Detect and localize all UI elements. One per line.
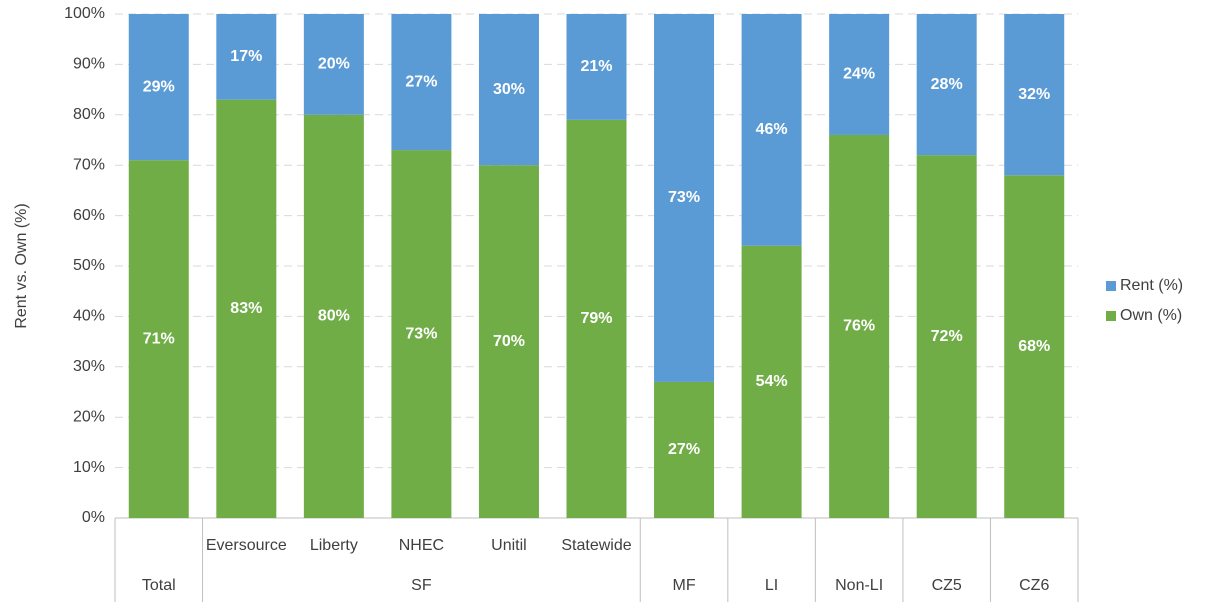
x-tick-label: Eversource xyxy=(206,537,287,554)
bar-segment xyxy=(216,99,277,519)
group-label: CZ6 xyxy=(1019,577,1049,594)
y-tick-label: 90% xyxy=(73,56,105,73)
data-label: 29% xyxy=(143,78,175,95)
x-tick-label: Liberty xyxy=(310,537,358,554)
data-label: 79% xyxy=(580,310,612,327)
x-tick-label: Statewide xyxy=(561,537,631,554)
bar-segment xyxy=(478,165,539,518)
data-label: 32% xyxy=(1018,86,1050,103)
data-label: 80% xyxy=(318,308,350,325)
data-label: 83% xyxy=(230,300,262,317)
legend-label: Own (%) xyxy=(1120,307,1182,324)
bar-segment xyxy=(478,14,539,166)
data-label: 54% xyxy=(756,373,788,390)
bar-segment xyxy=(1004,175,1065,518)
group-label: SF xyxy=(411,577,432,594)
group-label: Total xyxy=(142,577,176,594)
bar-segment xyxy=(303,14,364,115)
data-label: 46% xyxy=(756,121,788,138)
bar-segment xyxy=(566,14,627,120)
bar-segment xyxy=(566,119,627,518)
bar-segment xyxy=(128,14,189,161)
data-label: 72% xyxy=(931,328,963,345)
bar-segment xyxy=(1004,14,1065,176)
legend-swatch xyxy=(1106,281,1116,291)
bar-segment xyxy=(303,114,364,519)
data-label: 21% xyxy=(580,58,612,75)
group-label: Non-LI xyxy=(835,577,883,594)
bar-segment xyxy=(216,14,277,100)
legend-swatch xyxy=(1106,311,1116,321)
y-tick-label: 70% xyxy=(73,156,105,173)
y-tick-label: 30% xyxy=(73,358,105,375)
bar-segment xyxy=(391,150,452,518)
y-tick-label: 10% xyxy=(73,459,105,476)
data-label: 17% xyxy=(230,48,262,65)
y-tick-label: 0% xyxy=(82,509,105,526)
y-tick-label: 50% xyxy=(73,257,105,274)
legend-label: Rent (%) xyxy=(1120,277,1183,294)
data-label: 30% xyxy=(493,81,525,98)
bar-segment xyxy=(741,245,802,518)
y-tick-label: 20% xyxy=(73,408,105,425)
data-label: 71% xyxy=(143,330,175,347)
bar-segment xyxy=(128,160,189,518)
bar-segment xyxy=(829,14,890,135)
data-label: 20% xyxy=(318,56,350,73)
data-label: 27% xyxy=(668,441,700,458)
data-label: 70% xyxy=(493,333,525,350)
data-label: 68% xyxy=(1018,338,1050,355)
group-label: CZ5 xyxy=(932,577,962,594)
data-label: 24% xyxy=(843,66,875,83)
bar-segment xyxy=(741,14,802,246)
y-tick-label: 40% xyxy=(73,308,105,325)
data-label: 76% xyxy=(843,318,875,335)
y-tick-label: 100% xyxy=(64,5,105,22)
data-label: 73% xyxy=(668,189,700,206)
bar-segment xyxy=(829,134,890,518)
bar-segment xyxy=(654,14,715,382)
bar-segment xyxy=(916,14,977,156)
group-label: MF xyxy=(672,577,695,594)
y-tick-label: 60% xyxy=(73,207,105,224)
bar-segment xyxy=(654,381,715,518)
y-axis-label: Rent vs. Own (%) xyxy=(13,203,30,328)
group-label: LI xyxy=(765,577,778,594)
y-tick-label: 80% xyxy=(73,106,105,123)
x-tick-label: NHEC xyxy=(399,537,444,554)
data-label: 73% xyxy=(405,325,437,342)
x-tick-label: Unitil xyxy=(491,537,527,554)
bar-segment xyxy=(391,14,452,151)
data-label: 27% xyxy=(405,73,437,90)
bar-segment xyxy=(916,155,977,518)
data-label: 28% xyxy=(931,76,963,93)
